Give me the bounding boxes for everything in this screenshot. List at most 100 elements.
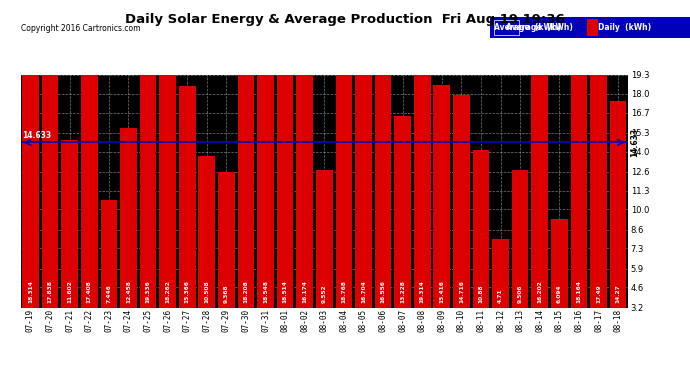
Bar	[277, 86, 293, 308]
Text: 19.314: 19.314	[420, 280, 425, 303]
Text: 11.602: 11.602	[67, 280, 72, 303]
Text: 14.27: 14.27	[615, 284, 620, 303]
Text: 18.548: 18.548	[263, 280, 268, 303]
Text: Average  (kWh): Average (kWh)	[494, 22, 561, 32]
Bar	[139, 75, 157, 308]
Text: 10.508: 10.508	[204, 280, 209, 303]
Bar	[218, 172, 235, 308]
Bar	[81, 102, 97, 308]
FancyBboxPatch shape	[494, 20, 519, 36]
Bar	[22, 43, 39, 308]
Text: 18.768: 18.768	[342, 280, 346, 303]
Bar	[316, 216, 333, 308]
Text: 17.49: 17.49	[596, 285, 601, 303]
Bar	[277, 40, 293, 308]
Text: 12.458: 12.458	[126, 280, 131, 303]
Bar	[120, 128, 137, 308]
Bar	[257, 40, 274, 308]
Bar	[394, 117, 411, 308]
Bar	[453, 141, 470, 308]
Bar	[237, 91, 255, 308]
Text: Average  (kWh): Average (kWh)	[506, 22, 573, 32]
Bar	[512, 216, 529, 308]
Text: 14.716: 14.716	[459, 280, 464, 303]
Bar	[512, 170, 529, 308]
Bar	[590, 101, 607, 308]
Text: Daily  (kWh): Daily (kWh)	[598, 22, 651, 32]
Bar	[394, 163, 411, 308]
Text: 9.368: 9.368	[224, 285, 229, 303]
Text: 10.88: 10.88	[478, 285, 484, 303]
Text: 4.71: 4.71	[498, 288, 503, 303]
Bar	[199, 202, 215, 308]
Text: 7.446: 7.446	[106, 284, 111, 303]
Bar	[473, 196, 489, 308]
Bar	[375, 115, 391, 308]
Bar	[453, 95, 470, 308]
Text: 17.838: 17.838	[48, 280, 52, 303]
Bar	[61, 186, 78, 308]
Text: 18.514: 18.514	[283, 280, 288, 303]
Bar	[610, 148, 627, 308]
Text: 6.094: 6.094	[557, 285, 562, 303]
Bar	[101, 246, 117, 308]
Bar	[355, 66, 372, 308]
Text: 16.202: 16.202	[538, 280, 542, 303]
Bar	[61, 140, 78, 308]
Bar	[590, 55, 607, 308]
Text: 18.164: 18.164	[576, 280, 582, 303]
Bar	[297, 74, 313, 308]
Bar	[375, 68, 391, 308]
Text: 9.552: 9.552	[322, 285, 327, 303]
Text: 9.506: 9.506	[518, 285, 522, 303]
Text: Copyright 2016 Cartronics.com: Copyright 2016 Cartronics.com	[21, 24, 140, 33]
Bar	[414, 75, 431, 308]
Bar	[531, 74, 548, 308]
Text: Daily Solar Energy & Average Production  Fri Aug 19 19:36: Daily Solar Energy & Average Production …	[125, 13, 565, 26]
Bar	[22, 89, 39, 308]
Bar	[335, 36, 352, 308]
Bar	[473, 150, 489, 308]
Bar	[218, 218, 235, 308]
Bar	[492, 286, 509, 308]
Bar	[120, 174, 137, 308]
Bar	[551, 219, 568, 308]
Text: 17.408: 17.408	[87, 280, 92, 303]
Bar	[355, 112, 372, 308]
Text: 18.314: 18.314	[28, 280, 33, 303]
Bar	[42, 50, 59, 308]
Bar	[237, 45, 255, 308]
Text: 16.704: 16.704	[361, 280, 366, 303]
Bar	[492, 240, 509, 308]
Text: 16.556: 16.556	[381, 280, 386, 303]
Bar	[531, 120, 548, 308]
Bar	[101, 200, 117, 308]
Bar	[433, 85, 450, 308]
Text: 16.174: 16.174	[302, 280, 307, 303]
Text: 14.633: 14.633	[21, 131, 51, 140]
Bar	[199, 156, 215, 308]
Bar	[179, 86, 195, 308]
Bar	[257, 86, 274, 308]
Bar	[159, 44, 176, 308]
Bar	[335, 82, 352, 308]
Bar	[159, 90, 176, 308]
Bar	[297, 120, 313, 308]
Bar	[571, 45, 587, 308]
Bar	[179, 132, 195, 308]
Text: 14.633: 14.633	[630, 128, 639, 157]
Bar	[414, 28, 431, 308]
Bar	[81, 56, 97, 308]
Text: 15.366: 15.366	[185, 280, 190, 303]
Bar	[587, 19, 598, 36]
Text: 18.262: 18.262	[165, 280, 170, 303]
Bar	[42, 96, 59, 308]
Bar	[139, 28, 157, 308]
Bar	[551, 266, 568, 308]
Bar	[571, 92, 587, 308]
Bar	[610, 101, 627, 308]
Text: 15.416: 15.416	[440, 280, 444, 303]
Text: 13.228: 13.228	[400, 280, 405, 303]
Text: 19.336: 19.336	[146, 280, 150, 303]
Text: 18.208: 18.208	[244, 280, 248, 303]
